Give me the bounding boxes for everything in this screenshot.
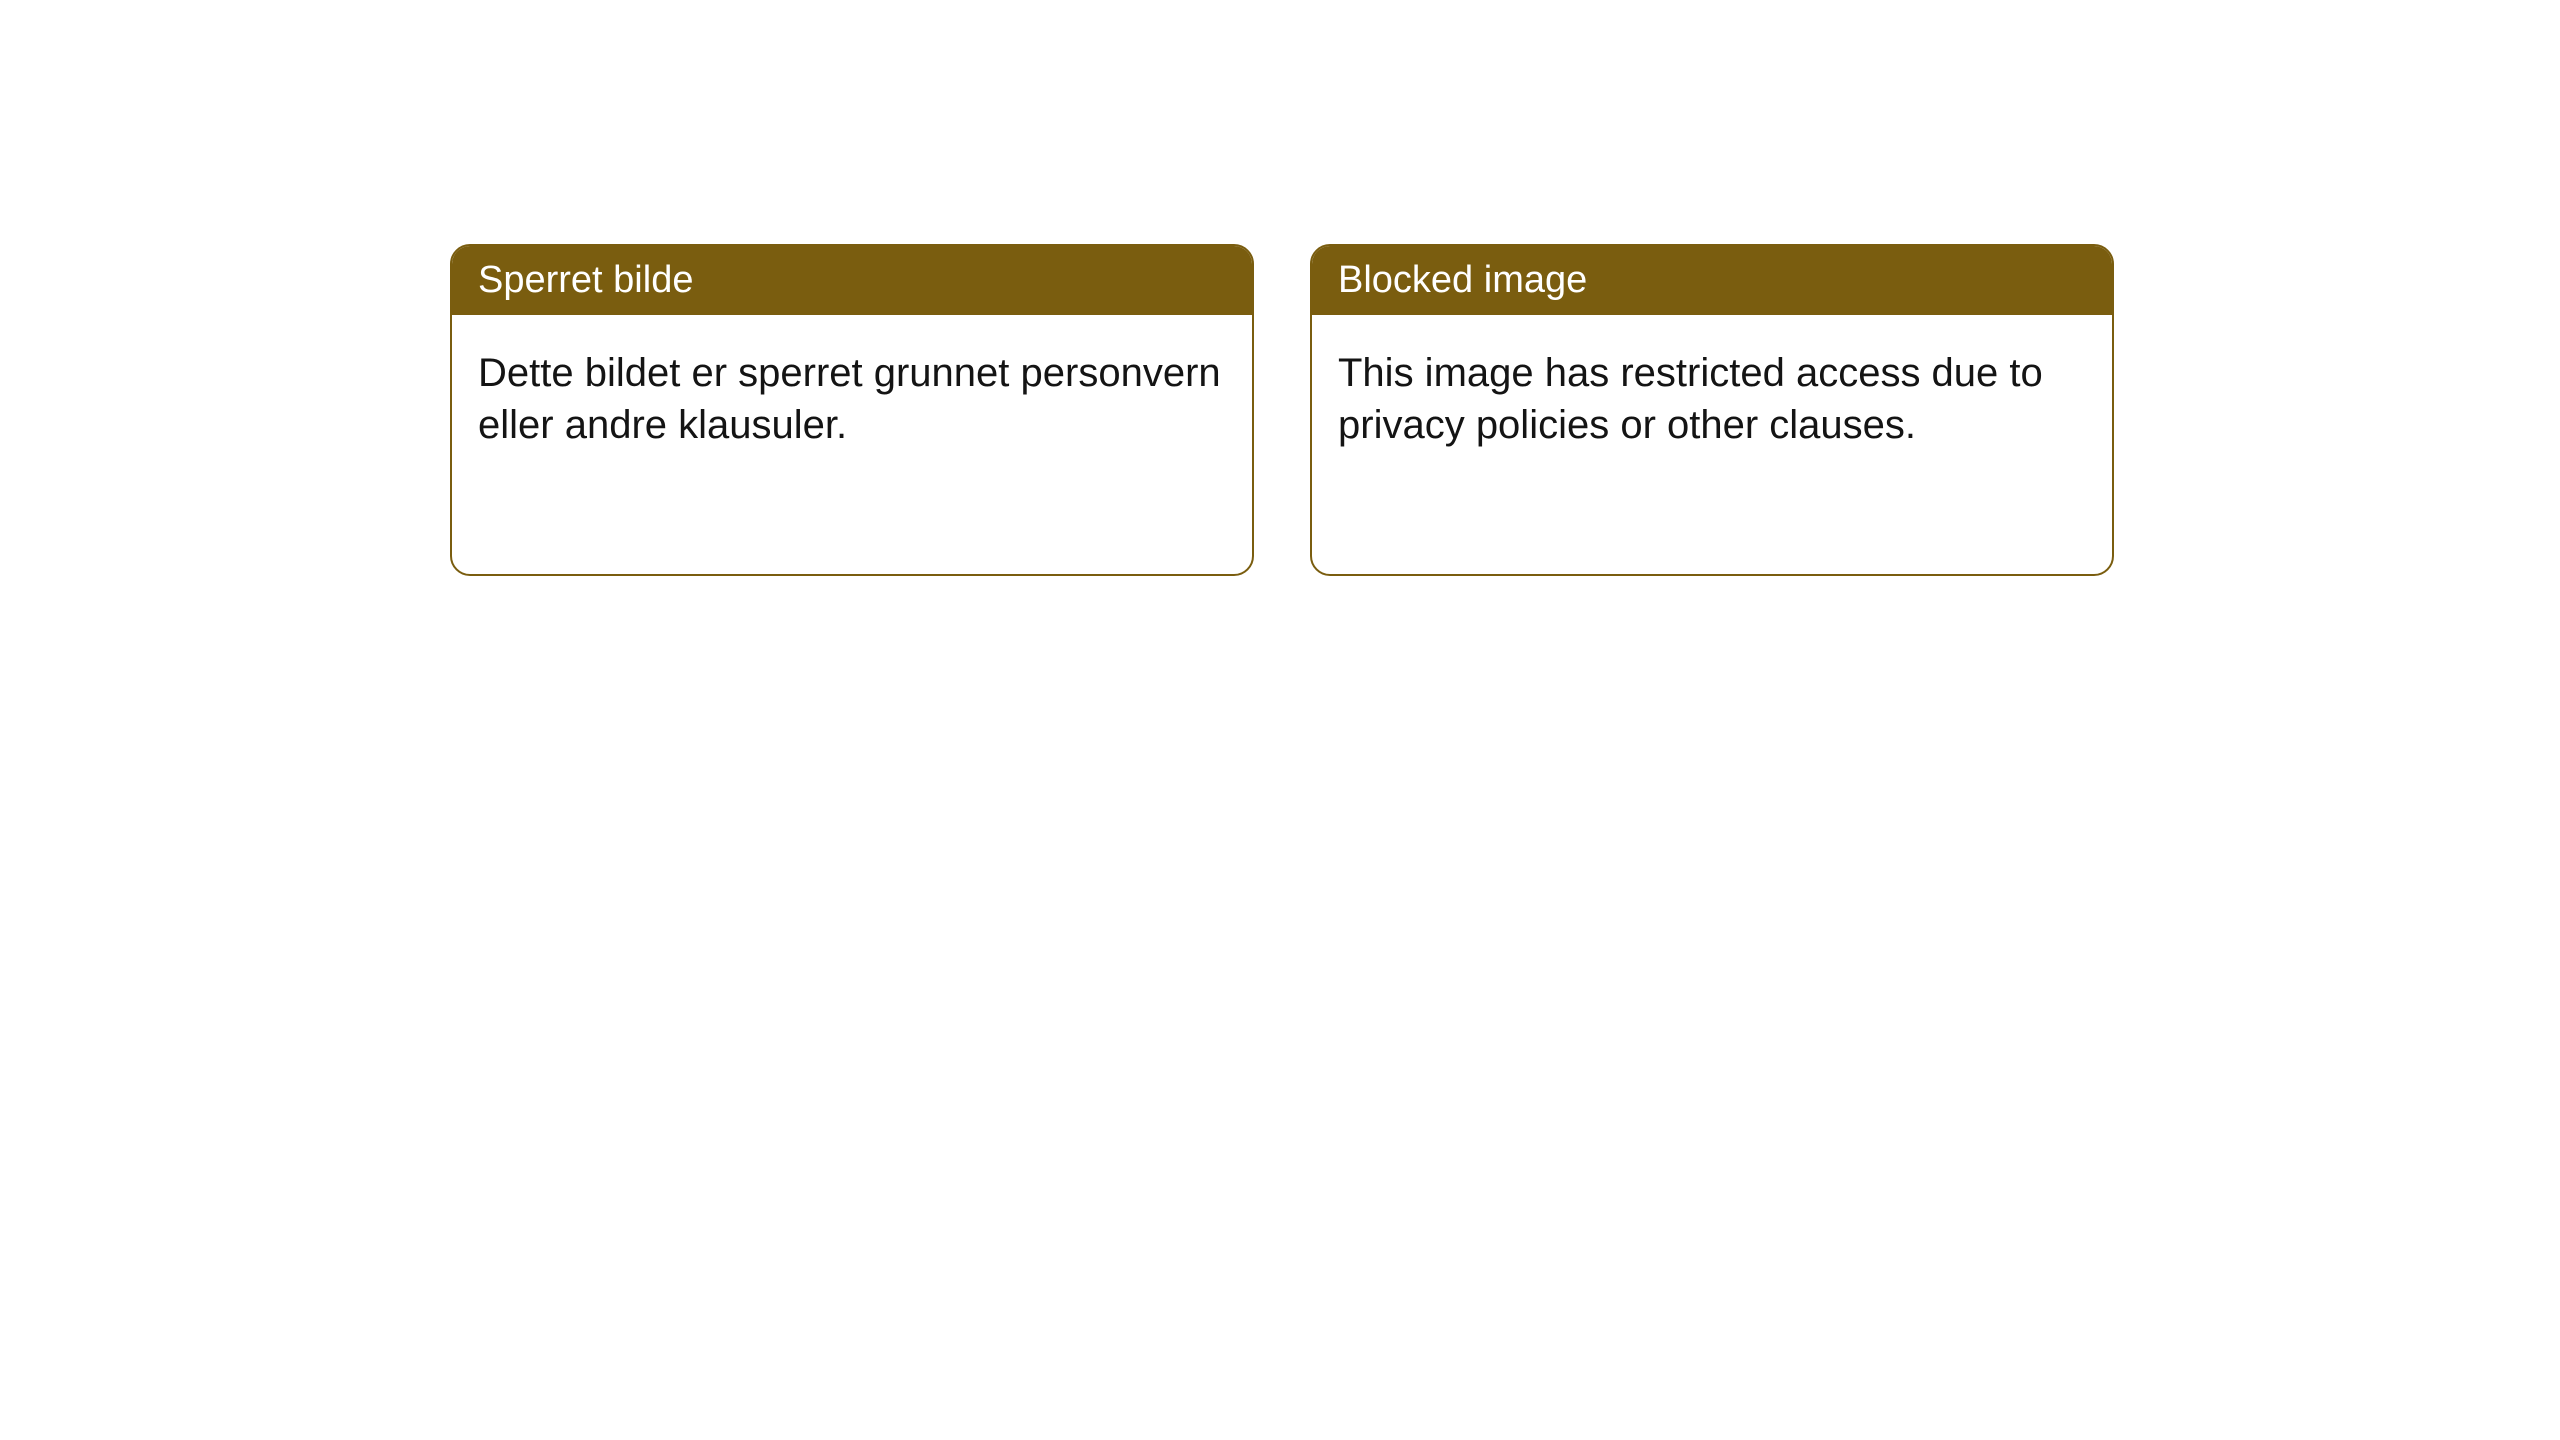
card-header-en: Blocked image	[1312, 246, 2112, 315]
card-body-no: Dette bildet er sperret grunnet personve…	[452, 315, 1252, 483]
notice-cards-container: Sperret bilde Dette bildet er sperret gr…	[450, 244, 2114, 576]
card-body-en: This image has restricted access due to …	[1312, 315, 2112, 483]
blocked-image-card-en: Blocked image This image has restricted …	[1310, 244, 2114, 576]
card-header-no: Sperret bilde	[452, 246, 1252, 315]
blocked-image-card-no: Sperret bilde Dette bildet er sperret gr…	[450, 244, 1254, 576]
